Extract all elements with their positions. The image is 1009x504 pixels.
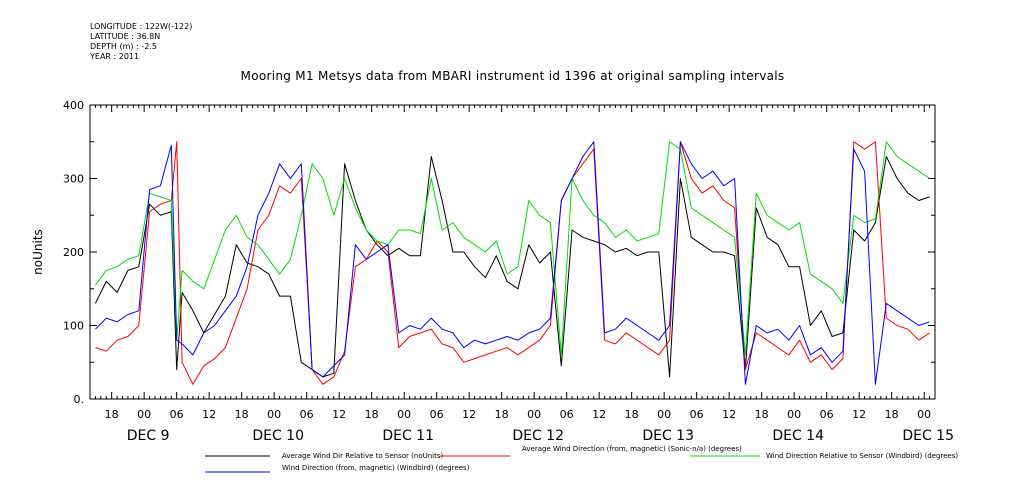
axis-ticks: 18 00 06 12 18 00 06 12 18 00 06 12 18 00 06 12 18 00 06 12… <box>63 99 954 444</box>
x-tick-label: 12 <box>202 408 216 421</box>
x-date-label: DEC 15 <box>902 428 954 444</box>
x-tick-label: 00 <box>787 408 801 421</box>
x-tick-label: 18 <box>105 408 119 421</box>
x-tick-label: 18 <box>495 408 509 421</box>
legend-label-3: Wind Direction Relative to Sensor (Windb… <box>766 452 958 460</box>
metadata-block: LONGITUDE : 122W(-122) LATITUDE : 36.8N … <box>90 22 192 62</box>
x-date-label: DEC 9 <box>127 428 170 444</box>
latitude-label: LATITUDE : 36.8N <box>90 32 161 41</box>
depth-label: DEPTH (m) : -2.5 <box>90 42 157 51</box>
y-tick-label: 300 <box>63 173 84 186</box>
legend-label-2: Average Wind Direction (from, magnetic) … <box>522 445 742 453</box>
x-tick-label: 06 <box>300 408 314 421</box>
longitude-label: LONGITUDE : 122W(-122) <box>90 22 193 31</box>
x-tick-label: 00 <box>397 408 411 421</box>
legend-label-1: Average Wind Dir Relative to Sensor (noU… <box>282 452 443 460</box>
x-tick-label: 00 <box>657 408 671 421</box>
y-tick-label: 0. <box>74 393 85 406</box>
x-date-label: DEC 11 <box>382 428 434 444</box>
series-line-1 <box>94 156 930 378</box>
y-axis-label: noUnits <box>31 229 45 275</box>
x-tick-label: 12 <box>592 408 606 421</box>
legend-label-4: Wind Direction (from, magnetic) (Windbir… <box>282 464 470 472</box>
x-tick-label: 12 <box>462 408 476 421</box>
x-tick-label: 06 <box>430 408 444 421</box>
x-date-label: DEC 14 <box>772 428 824 444</box>
y-tick-label: 200 <box>63 246 84 259</box>
y-tick-label: 100 <box>63 320 84 333</box>
series-line-4 <box>95 141 930 385</box>
x-tick-label: 18 <box>365 408 379 421</box>
x-tick-label: 00 <box>527 408 541 421</box>
x-tick-label: 06 <box>170 408 184 421</box>
x-tick-label: 12 <box>722 408 736 421</box>
series-layer <box>94 141 930 385</box>
series-line-3 <box>94 141 930 356</box>
x-tick-label: 18 <box>885 408 899 421</box>
x-tick-label: 00 <box>137 408 151 421</box>
x-tick-label: 00 <box>267 408 281 421</box>
year-label: YEAR : 2011 <box>90 52 140 61</box>
x-tick-label: 06 <box>560 408 574 421</box>
x-tick-label: 12 <box>332 408 346 421</box>
x-tick-label: 06 <box>820 408 834 421</box>
y-tick-label: 400 <box>63 99 84 112</box>
x-date-label: DEC 10 <box>252 428 304 444</box>
x-tick-label: 06 <box>690 408 704 421</box>
x-date-label: DEC 12 <box>512 428 564 444</box>
series-line-2 <box>95 141 930 385</box>
x-tick-label: 00 <box>917 408 931 421</box>
plot-frame <box>89 104 936 400</box>
x-tick-label: 18 <box>625 408 639 421</box>
x-date-label: DEC 13 <box>642 428 694 444</box>
x-tick-label: 12 <box>852 408 866 421</box>
legend: Average Wind Dir Relative to Sensor (noU… <box>205 445 958 473</box>
chart-title: Mooring M1 Metsys data from MBARI instru… <box>240 69 785 83</box>
x-tick-label: 18 <box>755 408 769 421</box>
x-tick-label: 18 <box>235 408 249 421</box>
